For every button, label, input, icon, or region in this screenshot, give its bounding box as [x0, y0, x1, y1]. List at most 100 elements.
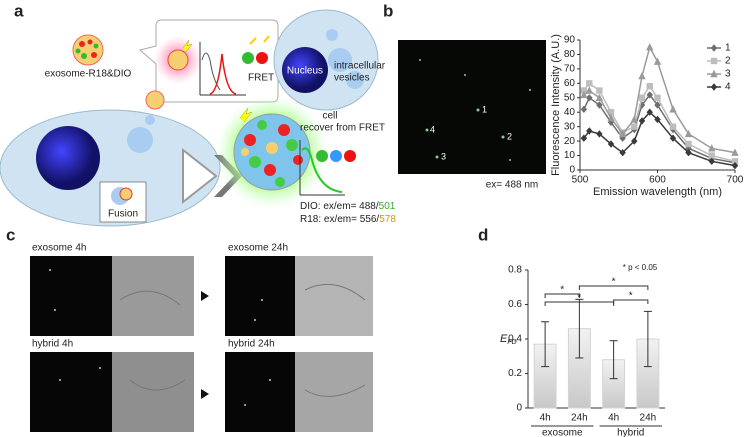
y-tick-label: 50: [564, 92, 576, 103]
annotation: * p < 0.05: [623, 263, 658, 272]
label: cell: [322, 111, 337, 122]
y-tick-label: 10: [564, 150, 576, 161]
marker: [731, 161, 739, 170]
marker: [684, 129, 693, 138]
y-tick-label: 60: [564, 78, 576, 89]
marker: [710, 44, 718, 52]
significance-bracket: [578, 285, 649, 290]
marker: [631, 137, 638, 145]
y-tick-label: 0.8: [508, 265, 522, 276]
significance-mark: *: [612, 277, 616, 288]
x-tick-label: 600: [649, 175, 666, 186]
label: 501: [379, 201, 396, 212]
significance-mark: *: [560, 285, 564, 296]
label: 4: [430, 124, 435, 134]
marker: [630, 115, 638, 123]
x-tick-label: 24h: [571, 413, 588, 424]
y-tick-label: 40: [564, 107, 576, 118]
marker: [580, 134, 588, 142]
panel-label: d: [478, 225, 488, 244]
y-axis-label: Fluorescence Intensity (A.U.): [550, 34, 562, 176]
micrographs: [30, 256, 373, 432]
marker: [708, 144, 716, 152]
marker: [580, 90, 588, 99]
y-axis-label: FD: [507, 339, 516, 346]
label: DIO: ex/em= 488/501: [300, 201, 396, 212]
marker: [618, 129, 627, 138]
marker: [708, 157, 715, 166]
marker: [595, 93, 604, 101]
y-tick-label: 0.2: [508, 368, 522, 379]
schematic: exosome-R18&DIO FRET Nucleus intracellul…: [0, 9, 396, 227]
significance-bracket: [613, 299, 649, 304]
marker: [586, 127, 593, 135]
marker: [585, 86, 593, 94]
marker: [580, 105, 588, 114]
marker: [638, 117, 646, 125]
label: 2: [507, 131, 512, 141]
marker: [631, 123, 638, 130]
y-tick-label: 70: [564, 64, 576, 75]
y-tick-label: 30: [564, 121, 576, 132]
marker: [685, 140, 692, 148]
y-axis-label: EFD: [500, 333, 517, 346]
y-tick-label: 0.4: [508, 334, 522, 345]
group-label: hybrid: [617, 428, 644, 437]
x-tick-label: 4h: [608, 413, 619, 424]
y-tick-label: 90: [564, 35, 576, 46]
micrograph: [398, 40, 546, 174]
marker: [669, 134, 677, 142]
x-tick-label: 700: [727, 175, 744, 186]
x-tick-label: 500: [572, 175, 589, 186]
label: 578: [379, 214, 396, 225]
label: exosome 24h: [228, 243, 288, 254]
label: exosome-R18&DIO: [45, 69, 132, 80]
legend-label: 4: [725, 82, 731, 93]
marker: [607, 140, 615, 148]
marker: [596, 130, 603, 138]
label: exosome 4h: [32, 243, 86, 254]
marker: [596, 87, 603, 94]
x-tick-label: 4h: [540, 413, 551, 424]
marker: [653, 57, 662, 65]
significance-mark: *: [577, 293, 581, 304]
panel-label: c: [6, 225, 15, 244]
y-tick-label: 20: [564, 136, 576, 147]
marker: [731, 148, 739, 156]
marker: [596, 101, 603, 109]
micrograph-dots: [419, 59, 531, 161]
panel-label: a: [14, 1, 24, 20]
marker: [654, 115, 661, 124]
marker: [731, 158, 739, 165]
y-tick-label: 80: [564, 49, 576, 60]
marker: [586, 80, 593, 87]
marker: [638, 71, 646, 80]
label: hybrid 24h: [228, 339, 275, 350]
label: Nucleus: [287, 66, 323, 77]
label: 3: [441, 151, 446, 161]
marker: [607, 113, 615, 122]
marker: [685, 148, 692, 157]
label: Fusion: [108, 209, 138, 220]
legend-label: 3: [725, 69, 731, 80]
marker: [710, 57, 718, 65]
x-tick-label: 24h: [640, 413, 657, 424]
label: R18: ex/em= 556/: [300, 214, 379, 225]
marker: [646, 108, 653, 116]
panel-label: b: [383, 1, 393, 20]
legend-label: 2: [725, 56, 731, 67]
marker: [619, 148, 626, 157]
legend-label: 1: [725, 43, 731, 54]
y-tick-label: 0: [516, 403, 522, 414]
label: vesicles: [334, 73, 370, 84]
label: ex= 488 nm: [486, 180, 539, 191]
marker: [638, 94, 646, 101]
label: FRET: [248, 73, 274, 84]
y-axis-label: E: [500, 333, 508, 345]
marker: [669, 123, 677, 130]
nucleus: [282, 47, 328, 93]
label: recover from FRET: [300, 123, 385, 134]
marker: [646, 43, 654, 51]
label: 1: [482, 104, 487, 114]
